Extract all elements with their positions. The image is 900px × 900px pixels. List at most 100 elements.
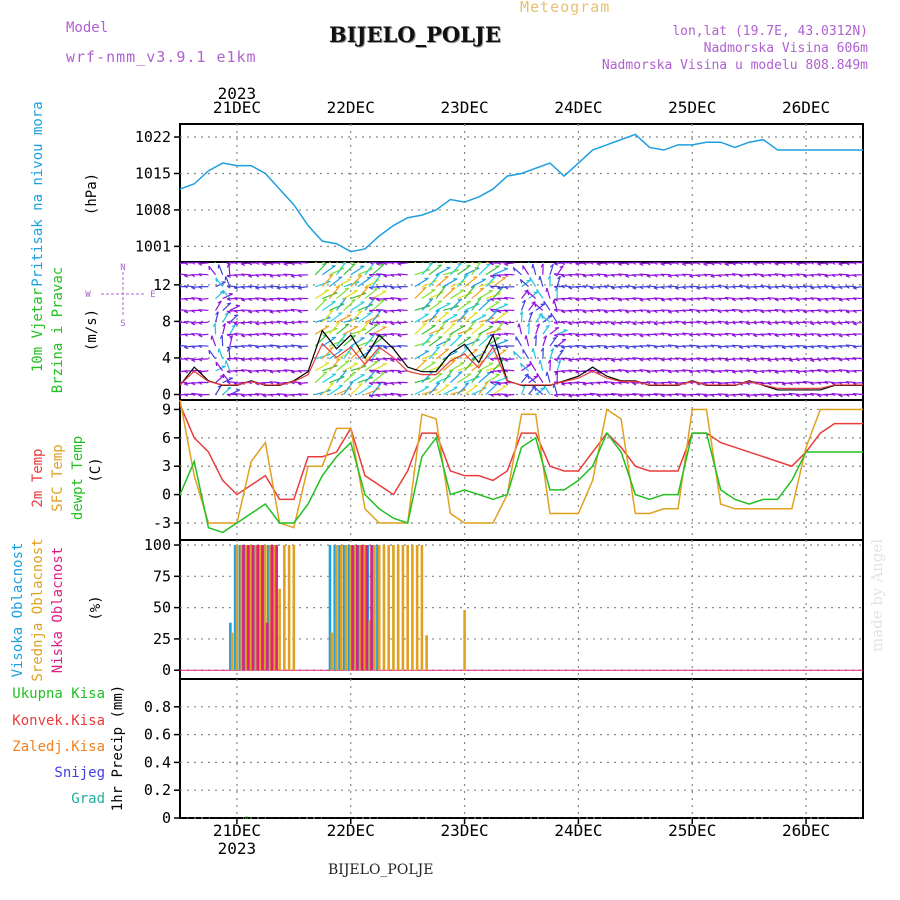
ytick-label-3-0: 0 [162,661,171,679]
wind-axis-sublabel: Brzina i Pravac [50,267,66,393]
cloud-bar-0-1 [233,545,237,671]
ytick-label-2-3: 6 [162,429,171,447]
cloud-bar-2-10 [360,545,364,671]
model-elevation-text: Nadmorska Visina u modelu 808.849m [601,58,868,73]
ytick-label-4-1: 0.2 [144,781,171,799]
ytick-label-0-3: 1022 [135,128,171,146]
pressure-axis-label: Pritisak na nivou mora [30,101,46,286]
compass-w: W [85,290,91,300]
ytick-label-0-1: 1008 [135,201,171,219]
cloud-bar-2-2 [251,545,255,671]
ytick-label-1-3: 12 [153,276,171,294]
cloud-bar-2-0 [242,545,245,671]
panel-frame-2 [179,399,864,541]
cloud-bar-1-2 [240,545,243,671]
top-date-label-5: 26DEC [782,98,830,117]
cloud-bar-2-5 [265,622,269,671]
bottom-year-label: 2023 [218,839,257,858]
ytick-label-1-2: 8 [162,312,171,330]
cloud-bar-1-7 [264,545,267,671]
cloud-bar-1-3 [245,545,248,671]
cloud-bar-1-8 [268,545,272,671]
top-date-label-1: 22DEC [327,98,375,117]
wind-speed-line [179,329,863,391]
ytick-label-1-1: 4 [162,349,171,367]
cloud-bar-1-25 [382,545,386,671]
cloud-bar-0-2 [238,545,242,671]
ytick-label-3-2: 50 [153,599,171,617]
ytick-label-4-2: 0.4 [144,753,171,771]
wind-axis-label: 10m Vjetar [30,288,46,372]
wind-gust-line [179,342,863,389]
precip-legend-2: Zaledj.Kisa [12,739,105,755]
cloud-bar-1-34 [425,635,428,671]
compass-n: N [120,263,125,273]
cloud-bar-2-3 [256,545,259,671]
cloud-bar-1-6 [259,545,262,671]
bottom-date-label-3: 24DEC [554,821,602,840]
cloud-bar-2-12 [370,545,373,671]
cloud-unit-label: (%) [88,595,104,620]
cloud-bar-1-18 [349,545,353,671]
low-cloud-axis-label: Niska Oblacnost [50,547,66,673]
cloud-bar-1-29 [401,545,405,671]
cloud-bar-1-11 [283,545,286,671]
cloud-bar-1-12 [287,545,291,671]
cloud-bar-1-19 [354,545,357,671]
bottom-date-label-0: 21DEC [213,821,261,840]
ytick-label-4-3: 0.6 [144,726,171,744]
ytick-label-3-1: 25 [153,630,171,648]
cloud-bar-1-15 [335,545,338,671]
ytick-label-4-0: 0 [162,809,171,827]
cloud-bar-1-28 [396,545,400,671]
cloud-bar-1-4 [249,545,253,671]
cloud-bar-0-14 [347,545,351,671]
temp2m-axis-label: 2m Temp [30,448,46,507]
compass-e: E [150,290,155,300]
cloud-bar-1-0 [230,632,234,671]
precip-legend-0: Ukupna Kisa [12,686,105,702]
ytick-label-2-4: 9 [162,400,171,418]
footer-station: BIJELO_POLJE [328,862,434,878]
temp-unit-label: (C) [88,457,104,482]
ytick-label-3-4: 100 [144,536,171,554]
high-cloud-axis-label: Visoka Oblacnost [10,543,26,678]
top-date-label-2: 23DEC [440,98,488,117]
bottom-date-label-1: 22DEC [327,821,375,840]
cloud-bar-1-23 [373,545,376,671]
cloud-bar-2-11 [365,545,369,671]
cloud-bar-1-20 [358,545,362,671]
cloud-bar-1-22 [368,620,372,671]
cloud-bar-1-21 [363,545,367,671]
sfc-axis-label: SFC Temp [50,444,66,511]
cloud-bar-1-26 [387,545,390,671]
cloud-bar-2-6 [270,545,274,671]
cloud-bar-1-10 [278,588,281,671]
cloud-bar-2-1 [246,545,250,671]
bottom-date-label-2: 23DEC [440,821,488,840]
cloud-bar-1-30 [406,545,409,671]
panel-frame-3 [179,539,864,680]
cloud-bar-1-31 [411,545,414,671]
ytick-label-2-1: 0 [162,486,171,504]
bottom-date-label-5: 26DEC [782,821,830,840]
precip-unit-label: 1hr Precip (mm) [110,685,126,811]
cloud-bar-1-5 [254,545,258,671]
bottom-date-label-4: 25DEC [668,821,716,840]
ytick-label-4-4: 0.8 [144,698,171,716]
ytick-label-1-0: 0 [162,386,171,404]
wind-arrows [180,262,863,398]
ytick-label-2-2: 3 [162,457,171,475]
cloud-bar-2-9 [355,545,359,671]
compass-s: S [120,319,125,329]
pressure-line [179,133,863,253]
mid-cloud-axis-label: Srednja Oblacnost [30,538,46,681]
cloud-bar-1-27 [392,545,395,671]
temp-line-1 [179,399,863,529]
chart-subtitle: Meteogram [520,0,611,16]
ytick-label-3-3: 75 [153,567,171,585]
cloud-bar-1-13 [292,545,296,671]
dewpt-axis-label: dewpt Temp [70,436,86,520]
